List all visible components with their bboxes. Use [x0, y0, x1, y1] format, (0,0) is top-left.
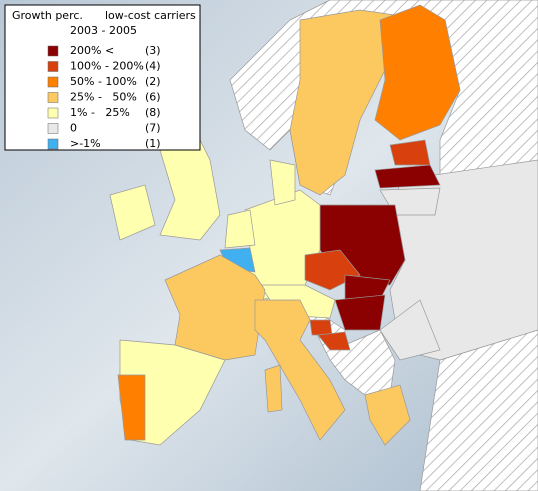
legend-swatch	[47, 107, 59, 119]
legend-swatch	[47, 123, 59, 134]
legend-label: 0	[70, 122, 77, 135]
country	[264, 364, 283, 413]
legend-label: 100% - 200%	[70, 60, 144, 73]
legend-swatch	[47, 61, 59, 72]
legend-count: (6)	[145, 91, 161, 104]
country	[317, 331, 351, 351]
country	[224, 209, 256, 249]
legend-swatch	[47, 45, 59, 57]
legend-swatch	[47, 92, 59, 103]
country	[374, 4, 461, 141]
legend-count: (8)	[145, 106, 161, 119]
country	[374, 164, 441, 189]
country	[289, 9, 396, 196]
country	[309, 319, 333, 336]
legend-label: 200% <	[70, 44, 114, 57]
legend-label: >-1%	[70, 137, 101, 150]
legend: Growth perc. low-cost carriers 2003 - 20…	[4, 4, 201, 151]
legend-title: Growth perc.	[12, 9, 83, 22]
legend-count: (1)	[145, 137, 161, 150]
legend-box	[4, 4, 201, 151]
legend-count: (7)	[145, 122, 161, 135]
country	[269, 159, 296, 206]
country	[364, 384, 411, 446]
country	[254, 299, 346, 441]
legend-label: 25% - 50%	[70, 91, 137, 104]
legend-label: 50% - 100%	[70, 75, 137, 88]
country	[334, 294, 386, 331]
legend-label: 1% - 25%	[70, 106, 130, 119]
countries	[109, 4, 538, 446]
legend-swatch	[47, 138, 59, 150]
country	[109, 184, 156, 241]
legend-count: (4)	[145, 60, 161, 73]
legend-period: 2003 - 2005	[70, 24, 137, 37]
legend-swatch	[47, 76, 59, 88]
legend-subtitle: low-cost carriers	[105, 9, 196, 22]
country	[117, 374, 146, 441]
legend-count: (2)	[145, 75, 161, 88]
country	[379, 299, 441, 361]
legend-count: (3)	[145, 44, 161, 57]
country	[164, 254, 266, 361]
